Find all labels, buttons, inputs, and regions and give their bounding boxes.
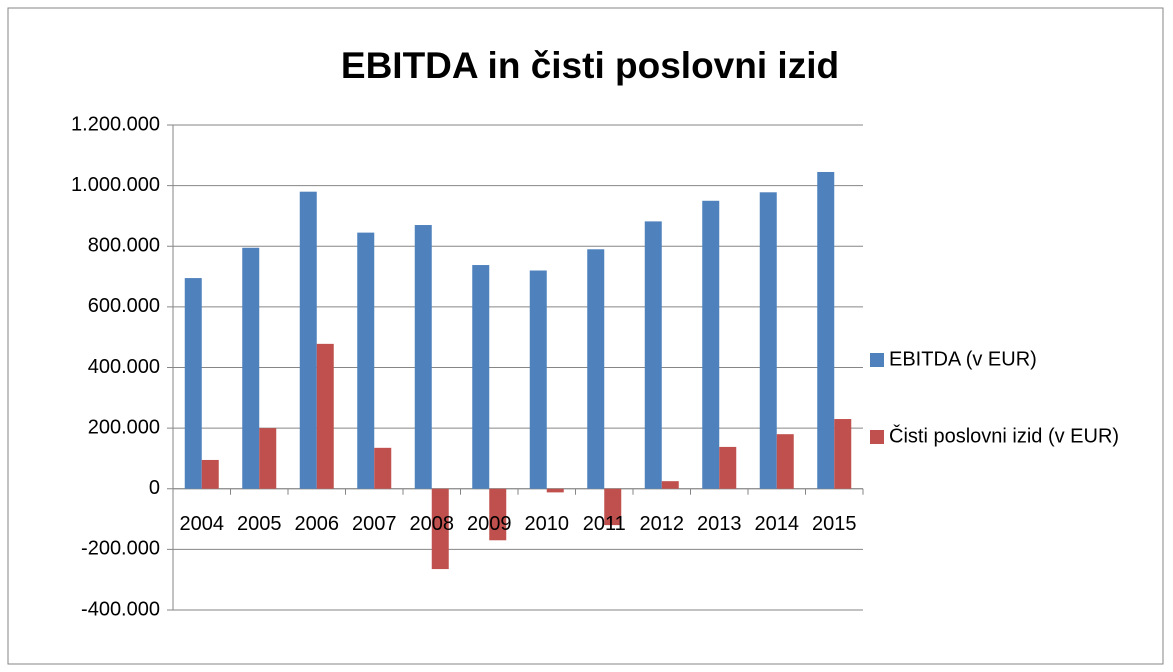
bar bbox=[472, 265, 490, 489]
y-tick-label: 800.000 bbox=[88, 235, 160, 257]
bar bbox=[661, 481, 679, 489]
x-tick-label: 2004 bbox=[180, 513, 225, 535]
x-tick-label: 2013 bbox=[697, 513, 742, 535]
bar bbox=[529, 270, 547, 489]
legend-label: Čisti poslovni izid (v EUR) bbox=[889, 424, 1119, 447]
bar bbox=[759, 192, 777, 489]
x-tick-label: 2014 bbox=[755, 513, 800, 535]
x-tick-label: 2005 bbox=[237, 513, 282, 535]
bar bbox=[644, 221, 662, 489]
x-tick-label: 2010 bbox=[525, 513, 570, 535]
bar bbox=[259, 428, 277, 489]
bar bbox=[414, 225, 432, 489]
y-tick-label: 0 bbox=[149, 477, 160, 499]
bar bbox=[242, 247, 260, 489]
bar bbox=[184, 278, 202, 489]
chart-title: EBITDA in čisti poslovni izid bbox=[341, 45, 839, 86]
x-tick-label: 2015 bbox=[812, 513, 857, 535]
bar bbox=[299, 191, 317, 489]
bar bbox=[357, 232, 375, 489]
y-tick-label: -400.000 bbox=[81, 598, 160, 620]
y-tick-label: 1.200.000 bbox=[71, 113, 160, 135]
bar bbox=[834, 419, 852, 489]
bar bbox=[316, 343, 334, 489]
bar bbox=[374, 447, 392, 489]
bar bbox=[817, 171, 835, 489]
chart-border bbox=[7, 7, 1164, 665]
bar bbox=[201, 459, 219, 489]
y-tick-label: 1.000.000 bbox=[71, 174, 160, 196]
x-tick-label: 2007 bbox=[352, 513, 397, 535]
x-tick-label: 2008 bbox=[410, 513, 455, 535]
bar bbox=[431, 488, 449, 570]
y-tick-label: -200.000 bbox=[81, 538, 160, 560]
x-tick-label: 2012 bbox=[640, 513, 685, 535]
x-tick-label: 2006 bbox=[295, 513, 340, 535]
bar bbox=[587, 249, 605, 489]
bar bbox=[604, 488, 622, 526]
bar bbox=[776, 434, 794, 489]
bar bbox=[719, 446, 737, 489]
legend-label: EBITDA (v EUR) bbox=[889, 348, 1037, 370]
x-tick-label: 2009 bbox=[467, 513, 512, 535]
y-tick-label: 400.000 bbox=[88, 356, 160, 378]
bar bbox=[489, 488, 507, 541]
bar bbox=[702, 200, 720, 489]
legend-swatch bbox=[870, 430, 884, 444]
x-tick-label: 2011 bbox=[583, 513, 626, 535]
y-tick-label: 200.000 bbox=[88, 416, 160, 438]
legend-swatch bbox=[870, 353, 884, 367]
y-tick-label: 600.000 bbox=[88, 295, 160, 317]
bar bbox=[546, 488, 564, 493]
